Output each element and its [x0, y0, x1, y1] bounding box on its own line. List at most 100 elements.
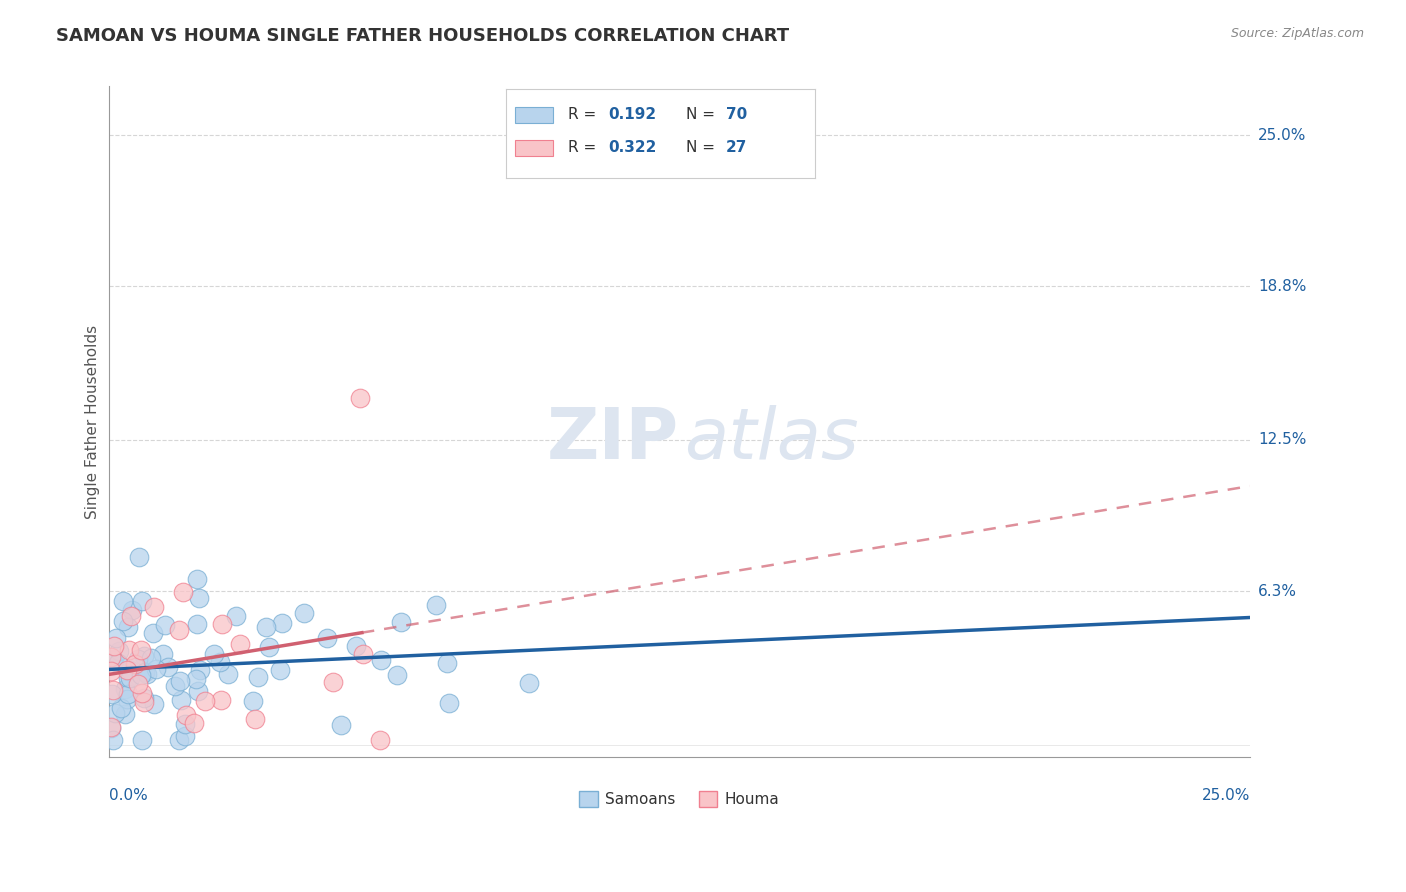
Point — [103, 639, 125, 653]
Point — [117, 671, 139, 685]
Point — [169, 623, 191, 637]
Point — [173, 717, 195, 731]
Point — [202, 648, 225, 662]
Point — [127, 677, 149, 691]
Point — [120, 608, 142, 623]
Point — [228, 637, 250, 651]
Point — [170, 693, 193, 707]
Point — [124, 657, 146, 671]
Point — [246, 670, 269, 684]
Point — [132, 695, 155, 709]
Point — [141, 651, 163, 665]
Point — [186, 617, 208, 632]
Text: 18.8%: 18.8% — [1258, 279, 1306, 293]
Point — [243, 713, 266, 727]
Point — [142, 626, 165, 640]
Point — [187, 683, 209, 698]
Point — [186, 573, 208, 587]
Point — [120, 663, 142, 677]
Point — [322, 675, 344, 690]
Text: N =: N = — [686, 140, 720, 154]
Point — [254, 620, 277, 634]
Point — [269, 663, 291, 677]
Point — [114, 706, 136, 721]
Point — [100, 664, 122, 678]
Point — [101, 687, 124, 701]
Point — [188, 591, 211, 606]
Point — [100, 720, 122, 734]
Point — [153, 618, 176, 632]
Point — [169, 673, 191, 688]
Point — [107, 656, 129, 670]
Point — [352, 647, 374, 661]
Text: Source: ZipAtlas.com: Source: ZipAtlas.com — [1230, 27, 1364, 40]
Point — [517, 675, 540, 690]
Text: 25.0%: 25.0% — [1258, 128, 1306, 143]
Point — [118, 643, 141, 657]
Point — [257, 640, 280, 654]
Text: 12.5%: 12.5% — [1258, 433, 1306, 448]
Point — [167, 732, 190, 747]
Point — [100, 721, 122, 735]
Point — [135, 666, 157, 681]
Point — [115, 691, 138, 706]
Point — [100, 650, 122, 665]
Point — [183, 715, 205, 730]
Point — [103, 653, 125, 667]
Point — [184, 672, 207, 686]
Point — [370, 653, 392, 667]
Point — [389, 615, 412, 629]
Bar — [516, 107, 553, 123]
Point — [129, 667, 152, 681]
Text: R =: R = — [568, 107, 602, 121]
Legend: Samoans, Houma: Samoans, Houma — [574, 785, 786, 813]
Point — [105, 631, 128, 645]
Text: 0.192: 0.192 — [609, 107, 657, 121]
Text: N =: N = — [686, 107, 720, 121]
Text: 25.0%: 25.0% — [1202, 788, 1250, 803]
Text: 0.322: 0.322 — [609, 140, 657, 154]
Point — [112, 594, 135, 608]
Text: 0.0%: 0.0% — [108, 788, 148, 803]
Point — [115, 663, 138, 677]
Point — [152, 647, 174, 661]
Point — [316, 631, 339, 645]
Text: R =: R = — [568, 140, 602, 154]
Point — [174, 729, 197, 743]
Point — [134, 665, 156, 680]
Point — [127, 652, 149, 666]
Point — [436, 656, 458, 670]
Point — [344, 640, 367, 654]
Point — [368, 732, 391, 747]
Point — [145, 662, 167, 676]
Point — [437, 696, 460, 710]
Text: 70: 70 — [725, 107, 747, 121]
Point — [174, 708, 197, 723]
Point — [118, 671, 141, 685]
Point — [131, 686, 153, 700]
Point — [425, 598, 447, 612]
Point — [242, 694, 264, 708]
Point — [143, 599, 166, 614]
Point — [101, 683, 124, 698]
Point — [190, 663, 212, 677]
Point — [271, 615, 294, 630]
Point — [330, 718, 353, 732]
Point — [163, 679, 186, 693]
Point — [385, 667, 408, 681]
Point — [132, 648, 155, 663]
Point — [129, 643, 152, 657]
Point — [107, 644, 129, 658]
Point — [173, 585, 195, 599]
Text: atlas: atlas — [683, 406, 859, 475]
Point — [117, 620, 139, 634]
Bar — [516, 140, 553, 156]
Point — [110, 701, 132, 715]
Point — [128, 550, 150, 565]
Point — [104, 706, 127, 721]
Point — [117, 687, 139, 701]
Text: 6.3%: 6.3% — [1258, 583, 1298, 599]
Y-axis label: Single Father Households: Single Father Households — [86, 325, 100, 519]
Text: SAMOAN VS HOUMA SINGLE FATHER HOUSEHOLDS CORRELATION CHART: SAMOAN VS HOUMA SINGLE FATHER HOUSEHOLDS… — [56, 27, 789, 45]
Point — [131, 593, 153, 607]
